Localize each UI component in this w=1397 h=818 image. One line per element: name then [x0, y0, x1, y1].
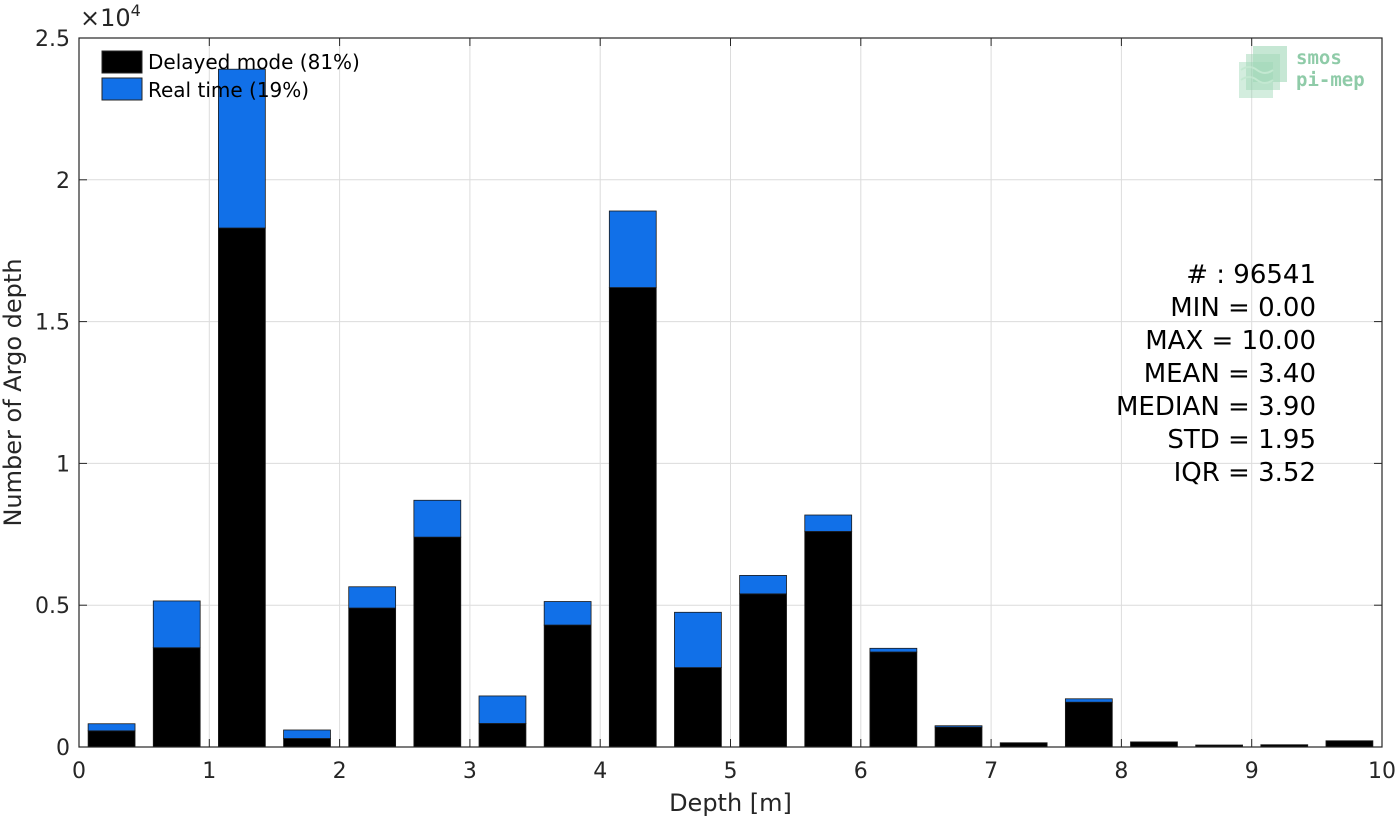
- y-tick-label: 0: [56, 736, 70, 761]
- x-tick-label: 6: [854, 759, 868, 784]
- stat-line: # : 96541: [1186, 260, 1316, 290]
- x-tick-label: 10: [1368, 759, 1396, 784]
- x-tick-label: 8: [1114, 759, 1128, 784]
- bar-delayed-mode: [1130, 741, 1178, 748]
- bar-real-time: [543, 601, 592, 626]
- x-tick-label: 4: [593, 759, 607, 784]
- bar-delayed-mode: [152, 647, 201, 748]
- bar-delayed-mode: [218, 227, 266, 748]
- bar-real-time: [608, 210, 657, 288]
- stat-line: MEDIAN = 3.90: [1116, 392, 1316, 422]
- bar-real-time: [87, 723, 136, 732]
- legend: Delayed mode (81%) Real time (19%): [101, 50, 360, 102]
- y-axis-title: Number of Argo depth: [0, 258, 27, 526]
- bar-delayed-mode: [804, 531, 853, 748]
- stat-line: STD = 1.95: [1167, 425, 1316, 455]
- bar-delayed-mode: [1064, 701, 1113, 748]
- y-tick-label: 1: [56, 452, 70, 477]
- y-tick-label: 2.5: [35, 27, 70, 52]
- bar-real-time: [478, 695, 527, 724]
- bar-delayed-mode: [283, 738, 331, 748]
- smos-pi-mep-logo: smos pi-mep: [1239, 46, 1365, 98]
- bar-real-time: [152, 600, 201, 649]
- logo-text-pi-mep: pi-mep: [1296, 69, 1365, 91]
- bar-real-time: [348, 586, 397, 609]
- bar-delayed-mode: [348, 607, 397, 748]
- bar-delayed-mode: [739, 593, 787, 748]
- bar-delayed-mode: [478, 723, 527, 748]
- x-tick-label: 9: [1245, 759, 1259, 784]
- bar-delayed-mode: [934, 726, 983, 748]
- bar-real-time: [934, 725, 983, 728]
- x-axis-title: Depth [m]: [669, 789, 792, 817]
- ticks: 0 1 2 3 4 5 6 7 8 9 10 0 0.5 1 1.5 2 2.5: [35, 27, 1396, 784]
- logo-wave-icon: [1239, 46, 1287, 98]
- y-exponent-label: ×104: [80, 1, 141, 32]
- bar-delayed-mode: [999, 742, 1048, 748]
- x-tick-label: 0: [72, 759, 86, 784]
- bar-real-time: [413, 499, 462, 538]
- y-tick-label: 1.5: [35, 311, 70, 336]
- bar-real-time: [218, 68, 266, 229]
- bar-delayed-mode: [674, 667, 722, 748]
- bar-real-time: [674, 611, 722, 668]
- legend-label-delayed-mode: Delayed mode (81%): [148, 50, 360, 74]
- y-tick-label: 2: [56, 169, 70, 194]
- stat-line: MEAN = 3.40: [1144, 359, 1316, 389]
- bar-real-time: [283, 729, 331, 739]
- stat-line: MAX = 10.00: [1145, 326, 1316, 356]
- bar-real-time: [869, 647, 918, 653]
- bar-delayed-mode: [543, 624, 592, 748]
- bar-delayed-mode: [1325, 740, 1374, 748]
- bar-real-time: [804, 514, 853, 532]
- bar-real-time: [739, 575, 787, 595]
- x-tick-label: 7: [984, 759, 998, 784]
- x-tick-label: 2: [333, 759, 347, 784]
- bars: [87, 68, 1374, 748]
- x-tick-label: 1: [202, 759, 216, 784]
- y-tick-label: 0.5: [35, 594, 70, 619]
- bar-delayed-mode: [608, 287, 657, 748]
- x-tick-label: 3: [463, 759, 477, 784]
- stat-line: MIN = 0.00: [1170, 293, 1316, 323]
- bar-delayed-mode: [413, 536, 462, 748]
- logo-text-smos: smos: [1296, 47, 1342, 69]
- legend-label-real-time: Real time (19%): [148, 78, 309, 102]
- legend-swatch-real-time: [101, 77, 143, 101]
- legend-swatch-delayed-mode: [101, 50, 143, 74]
- bar-delayed-mode: [869, 651, 918, 748]
- x-tick-label: 5: [724, 759, 738, 784]
- stat-line: IQR = 3.52: [1174, 458, 1316, 488]
- bar-real-time: [1064, 698, 1113, 703]
- bar-delayed-mode: [87, 730, 136, 748]
